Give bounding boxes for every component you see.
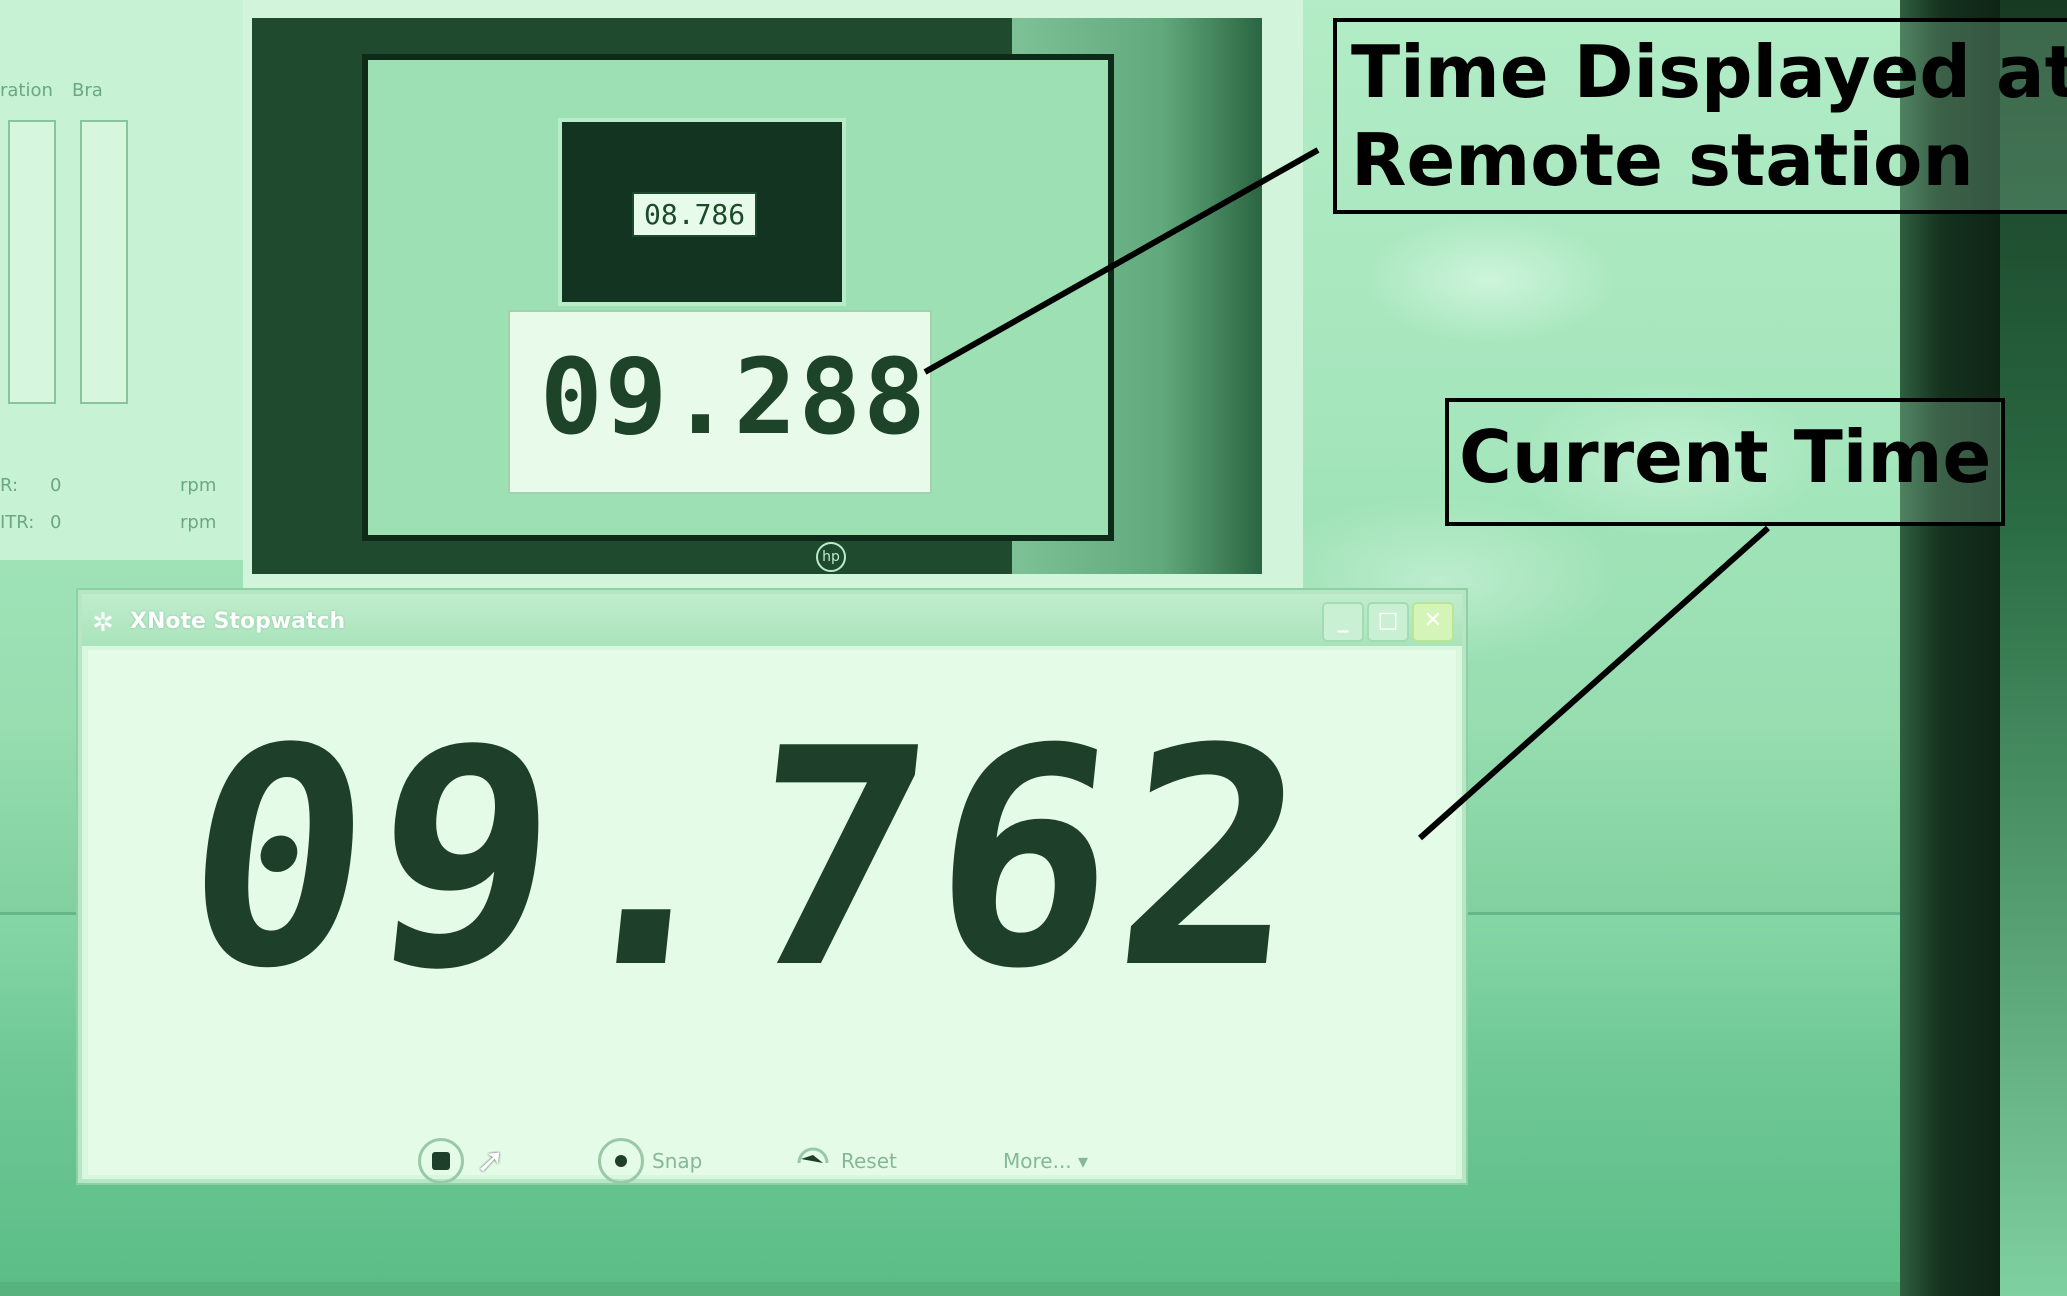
stop-button[interactable]: ➚ (418, 1138, 505, 1184)
remote-small-time: 08.786 (632, 192, 758, 237)
maximize-button[interactable]: □ (1367, 602, 1409, 642)
current-callout-text: Current Time (1459, 415, 1992, 499)
remote-video: 08.786 09.288 hp (252, 18, 1262, 574)
more-button[interactable]: More... ▾ (1003, 1138, 1088, 1184)
reset-button[interactable]: Reset (793, 1138, 897, 1184)
more-label: More... ▾ (1003, 1149, 1089, 1173)
minimize-button[interactable]: _ (1322, 602, 1364, 642)
remote-monitor: 08.786 09.288 hp (362, 54, 1114, 572)
remote-callout-line-1: Time Displayed at (1351, 30, 2067, 114)
current-time-callout: Current Time (1445, 398, 2005, 526)
mouse-cursor-icon: ➚ (476, 1141, 505, 1181)
current-leader-line (1418, 525, 1770, 841)
close-button[interactable]: ✕ (1412, 602, 1454, 642)
reset-label: Reset (841, 1149, 897, 1173)
monitor-bezel (1900, 0, 2000, 1296)
gauge-label-1: ration (0, 80, 53, 101)
hp-logo-icon: hp (816, 542, 846, 572)
remote-stopwatch: 09.288 (508, 310, 932, 494)
reset-icon (793, 1141, 833, 1181)
stop-icon (418, 1138, 464, 1184)
stopwatch-window[interactable]: ✲ XNote Stopwatch _ □ ✕ 09.762 ➚ Snap Re… (78, 590, 1466, 1184)
snap-button[interactable]: Snap (598, 1138, 702, 1184)
room-background (2000, 0, 2067, 1296)
stopwatch-body: 09.762 ➚ Snap Reset More... ▾ (88, 650, 1456, 1184)
rpm-row-1-value: 0 (50, 475, 62, 496)
rpm-row-2-label: ITR: (0, 512, 35, 533)
stopwatch-app-icon: ✲ (92, 608, 114, 638)
remote-leader-line (923, 147, 1320, 375)
rpm-row-2-value: 0 (50, 512, 62, 533)
gauge-label-2: Bra (72, 80, 103, 101)
taskbar-edge (0, 1282, 1900, 1296)
stopwatch-titlebar[interactable]: ✲ XNote Stopwatch _ □ ✕ (82, 594, 1462, 646)
remote-stopwatch-time: 09.288 (540, 336, 928, 458)
snap-label: Snap (652, 1149, 703, 1173)
rpm-row-2-unit: rpm (180, 512, 217, 533)
remote-time-callout: Time Displayed at Remote station (1333, 18, 2067, 214)
gauge-bar-2 (80, 120, 128, 404)
snap-icon (598, 1138, 644, 1184)
rpm-row-1-label: R: (0, 475, 19, 496)
rpm-row-1-unit: rpm (180, 475, 217, 496)
remote-callout-line-2: Remote station (1351, 118, 1974, 202)
gauge-bar-1 (8, 120, 56, 404)
stopwatch-title: XNote Stopwatch (130, 609, 346, 634)
remote-inner-video: 08.786 (558, 118, 846, 306)
